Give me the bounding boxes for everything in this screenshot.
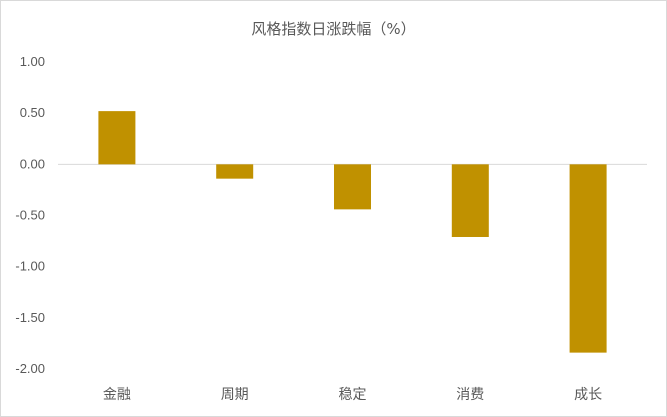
bar-2 bbox=[216, 164, 254, 179]
y-tick-label: 0.50 bbox=[20, 105, 45, 120]
category-label: 金融 bbox=[103, 387, 131, 403]
category-label: 消费 bbox=[456, 387, 484, 403]
bar-1 bbox=[98, 111, 136, 165]
chart-title: 风格指数日涨跌幅（%） bbox=[251, 20, 416, 38]
bar-3 bbox=[334, 164, 371, 210]
category-label: 周期 bbox=[221, 387, 249, 403]
category-label: 成长 bbox=[574, 387, 602, 403]
bar-4 bbox=[451, 164, 489, 237]
category-label: 稳定 bbox=[339, 387, 367, 403]
y-tick-label: 1.00 bbox=[20, 54, 45, 69]
y-tick-label: -2.00 bbox=[15, 361, 45, 376]
y-tick-label: 0.00 bbox=[20, 156, 45, 171]
y-tick-label: -1.50 bbox=[15, 310, 45, 325]
y-tick-label: -0.50 bbox=[15, 208, 45, 223]
bar-5 bbox=[569, 164, 607, 353]
y-tick-label: -1.00 bbox=[15, 259, 45, 274]
